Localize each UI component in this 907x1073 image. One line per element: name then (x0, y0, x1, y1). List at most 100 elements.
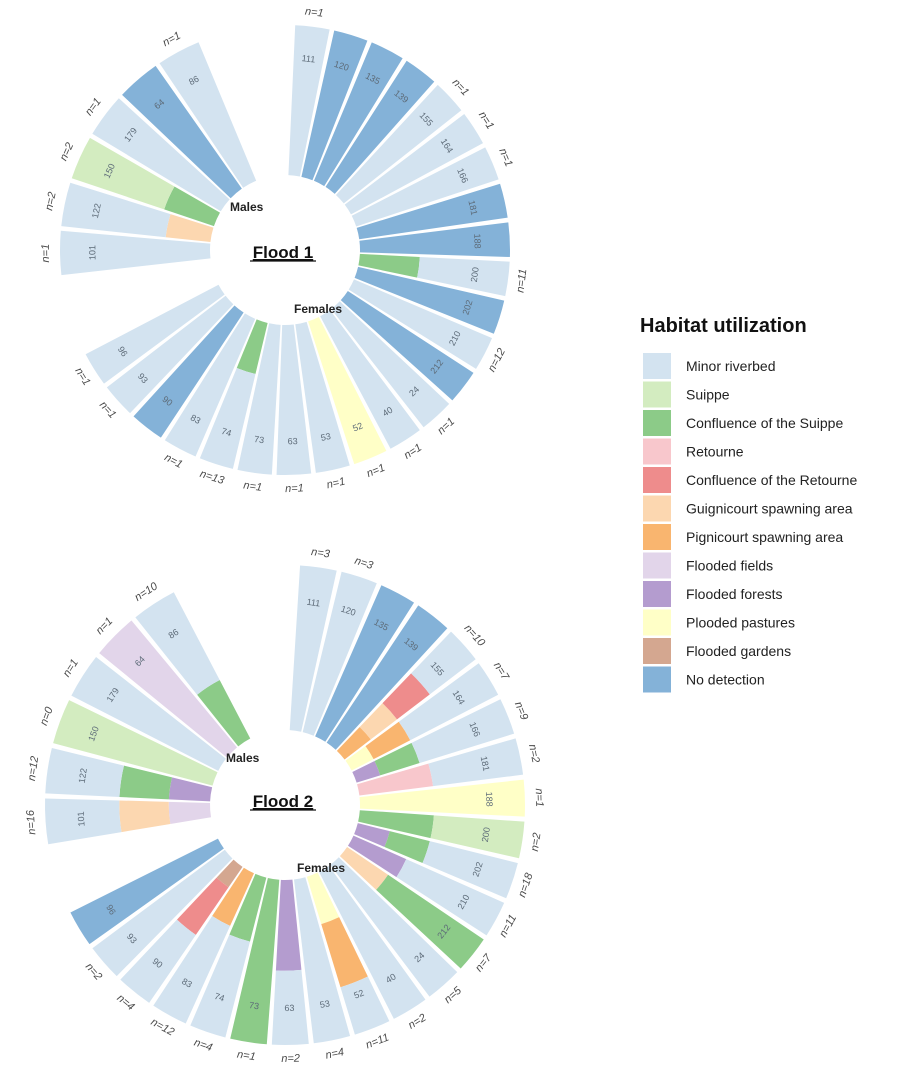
bar-n-label: n=7 (491, 660, 511, 683)
bar-segment (212, 867, 254, 926)
bar-segment (308, 316, 387, 465)
bar-n-label: n=1 (83, 96, 104, 118)
bar-id-label: 188 (484, 791, 494, 806)
bar-segment (122, 65, 242, 199)
bar-id-label: 40 (384, 971, 398, 985)
legend-label: No detection (686, 672, 765, 688)
bar-n-label: n=2 (281, 1053, 300, 1065)
bar-id-label: 24 (412, 950, 426, 964)
bar-n-label: n=10 (133, 580, 161, 604)
legend-label: Retourne (686, 444, 744, 460)
females-label: Females (297, 861, 345, 875)
bar-id-label: 86 (167, 627, 181, 641)
bar-segment (164, 186, 220, 227)
bar-n-label: n=13 (198, 468, 226, 487)
bar-n-label: n=4 (192, 1037, 214, 1054)
bar-id-label: 53 (319, 998, 331, 1010)
bar-segment (293, 877, 351, 1044)
bar-id-label: 111 (301, 53, 316, 65)
bar-id-label: 93 (136, 371, 150, 385)
bar-n-label: n=1 (161, 30, 183, 49)
bar-segment (135, 592, 220, 695)
bar-segment (119, 765, 173, 800)
bar-segment (398, 663, 499, 741)
bar-n-label: n=1 (304, 6, 324, 20)
bar-id-label: 74 (220, 426, 233, 439)
bar-segment (275, 879, 302, 971)
bar-n-label: n=2 (83, 961, 104, 983)
bar-segment (411, 699, 515, 764)
bar-id-label: 93 (125, 931, 139, 945)
bar-segment (320, 310, 420, 449)
bar-id-label: 202 (471, 861, 485, 878)
bar-id-label: 101 (87, 245, 97, 260)
bar-segment (358, 810, 434, 839)
males-label: Males (226, 751, 260, 765)
bar-segment (164, 313, 256, 457)
bar-segment (374, 742, 420, 776)
bar-id-label: 96 (116, 345, 130, 359)
bar-segment (229, 873, 267, 942)
bar-segment (359, 222, 510, 257)
bar-id-label: 83 (189, 412, 203, 426)
bar-id-label: 150 (86, 725, 101, 743)
legend-label: Flooded forests (686, 586, 783, 602)
bar-n-label: n=1 (243, 480, 263, 494)
bar-segment (340, 290, 474, 401)
bar-n-label: n=11 (514, 268, 529, 293)
bar-segment (321, 917, 368, 988)
bar-segment (359, 779, 525, 817)
legend-label: Pignicourt spawning area (686, 529, 843, 545)
bar-segment (176, 877, 229, 935)
bar-segment (325, 60, 435, 194)
bar-n-label: n=18 (516, 871, 535, 899)
bar-segment (92, 98, 230, 212)
legend-label: Confluence of the Retourne (686, 472, 857, 488)
bar-segment (276, 324, 312, 475)
bar-n-label: n=12 (486, 346, 508, 374)
bar-n-label: n=11 (364, 1032, 391, 1052)
legend-swatch (643, 495, 671, 522)
bar-id-label: 52 (351, 420, 364, 433)
bar-segment (357, 763, 434, 796)
legend-swatch (643, 467, 671, 493)
bar-n-label: n=1 (326, 476, 347, 492)
bar-segment (302, 571, 377, 736)
bar-id-label: 24 (407, 384, 421, 398)
bar-segment (106, 295, 234, 414)
bar-id-label: 96 (104, 903, 118, 917)
bar-segment (428, 738, 524, 787)
bar-segment (230, 878, 280, 1045)
bar-segment (384, 831, 430, 863)
bar-segment (119, 800, 171, 833)
bar-n-label: n=12 (149, 1016, 176, 1038)
bar-n-label: n=1 (450, 77, 471, 99)
bar-segment (92, 849, 233, 977)
bar-segment (61, 182, 171, 238)
bar-segment (99, 620, 238, 758)
bar-segment (336, 727, 371, 760)
legend-swatch (643, 638, 671, 664)
bar-id-label: 86 (187, 74, 201, 88)
bar-segment (354, 266, 505, 334)
legend-swatch (643, 381, 671, 408)
bar-segment (53, 700, 218, 786)
bar-n-label: n=4 (324, 1046, 345, 1061)
bar-segment (85, 284, 225, 384)
bar-segment (165, 214, 214, 243)
bar-id-label: 53 (320, 431, 332, 443)
bar-segment (330, 857, 458, 997)
legend-swatch (643, 353, 671, 379)
bar-n-label: n=1 (435, 416, 457, 437)
bar-n-label: n=3 (310, 546, 331, 561)
bar-id-label: 200 (469, 267, 481, 283)
bar-segment (354, 823, 390, 847)
bar-segment (190, 934, 250, 1038)
bar-n-label: n=2 (43, 191, 59, 212)
bar-id-label: 83 (180, 976, 194, 990)
bar-n-label: n=1 (476, 109, 496, 131)
bar-n-label: n=11 (497, 913, 519, 940)
